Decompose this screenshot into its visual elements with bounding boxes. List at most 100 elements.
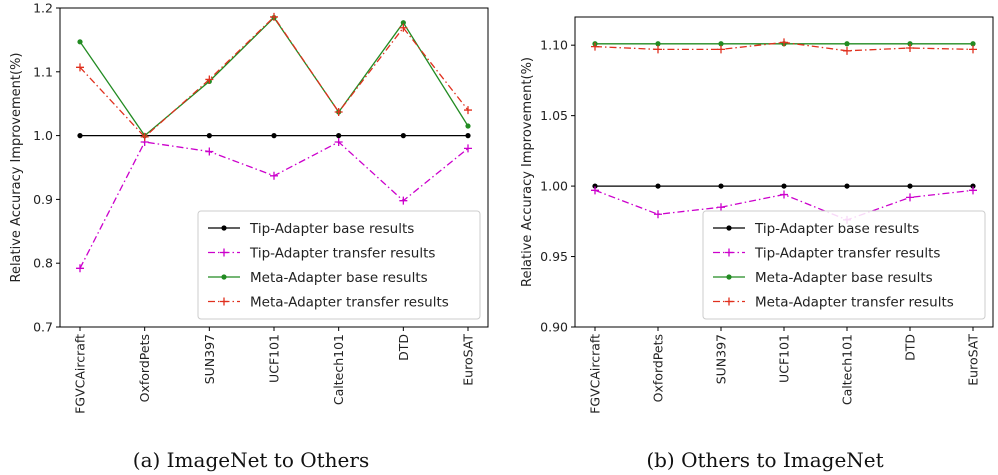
y-tick-label: 0.8 [33,256,53,271]
data-point [205,147,214,156]
x-tick-label: DTD [396,334,411,361]
legend-marker [726,225,732,231]
x-tick-label: Caltech101 [331,334,346,405]
data-point [970,41,976,47]
data-point [906,193,914,202]
data-point [592,183,598,189]
y-tick-label: 0.95 [540,249,568,264]
chart-a: 0.7 0.8 0.9 1.0 1.1 1.2 FGVCAircraft OxfordPets… [9,1,489,472]
data-point [844,183,850,189]
legend-item: Meta-Adapter transfer results [208,295,449,311]
x-tick-label: EuroSAT [461,334,476,386]
data-point [969,186,977,195]
y-tick-label: 1.10 [540,38,568,53]
legend-marker [725,297,733,306]
legend-label: Meta-Adapter base results [250,270,428,286]
legend-marker [220,248,228,257]
y-tick-label: 1.2 [33,1,53,16]
x-tick-label: EuroSAT [966,334,981,386]
legend-marker [221,225,227,231]
chart-b: 0.90 0.95 1.00 1.05 1.10 FGVCAircraft OxfordPe… [520,16,994,472]
data-point [270,12,278,21]
data-point [907,183,913,189]
series-line [79,16,469,137]
series-meta-adapter-base-results [77,14,471,139]
y-tick-label: 0.7 [33,320,53,335]
series-tip-adapter-transfer-results [76,137,472,273]
series-line [79,15,469,138]
x-tick-label: SUN397 [714,334,729,384]
legend: Tip-Adapter base results Tip-Adapter tran… [197,210,481,320]
data-point [591,42,599,51]
series-meta-adapter-transfer-results [76,12,472,141]
data-point [843,46,851,55]
data-point [400,133,406,139]
data-point [205,75,214,84]
data-point [271,133,277,139]
data-point [654,210,662,219]
legend-label: Tip-Adapter transfer results [249,246,435,262]
data-point [655,183,661,189]
x-tick-label: UCF101 [777,334,792,383]
y-tick-label: 1.0 [33,128,53,143]
y-tick-label: 0.90 [540,320,568,335]
series-tip-adapter-base-results [77,133,471,139]
figure-caption: (a) ImageNet to Others [133,448,369,472]
legend-item: Tip-Adapter transfer results [713,246,940,262]
data-point [464,144,472,153]
data-point [717,45,725,54]
data-point [206,133,212,139]
x-tick-label: Caltech101 [840,334,855,405]
x-tick-label: OxfordPets [137,334,152,402]
legend-marker [221,274,227,280]
data-point [906,44,914,52]
data-point [718,183,724,189]
legend-item: Tip-Adapter base results [713,221,919,237]
data-point [655,41,661,47]
legend: Tip-Adapter base results Tip-Adapter tran… [702,210,986,320]
data-point [969,45,977,54]
x-tick-label: OxfordPets [651,334,666,402]
y-tick-label: 0.9 [33,192,53,207]
data-point [76,63,84,72]
x-tick-label: FGVCAircraft [73,334,88,414]
legend-label: Tip-Adapter base results [249,221,414,237]
x-tick-label: SUN397 [202,334,217,384]
legend-label: Meta-Adapter transfer results [755,295,954,311]
data-point [399,196,408,205]
series-meta-adapter-transfer-results [591,38,977,55]
data-point [780,38,788,47]
legend-frame [197,210,481,320]
data-point [465,133,471,139]
data-point [77,133,83,139]
legend-marker [726,274,732,280]
y-axis-label: Relative Accuracy Improvement(%) [520,57,535,287]
data-point [399,23,408,32]
legend-label: Meta-Adapter base results [755,270,933,286]
data-point [780,190,788,199]
legend-frame [702,210,986,320]
legend-item: Meta-Adapter base results [208,270,428,286]
data-point [464,106,472,115]
y-tick-label: 1.1 [33,64,53,79]
data-point [140,132,149,141]
data-point [76,264,84,273]
data-point [781,183,787,189]
legend-label: Tip-Adapter base results [754,221,919,237]
data-point [336,133,342,139]
data-point [717,203,725,212]
data-point [591,186,599,195]
data-point [844,41,850,47]
data-point [334,137,343,146]
legend-marker [725,248,733,257]
legend-item: Tip-Adapter transfer results [208,246,435,262]
legend-label: Tip-Adapter transfer results [754,246,940,262]
legend-item: Tip-Adapter base results [208,221,414,237]
x-tick-label: FGVCAircraft [588,334,603,414]
figure-caption: (b) Others to ImageNet [646,448,883,472]
x-tick-label: DTD [903,334,918,361]
series-tip-adapter-base-results [592,183,976,189]
y-tick-label: 1.05 [540,108,568,123]
data-point [907,41,913,47]
